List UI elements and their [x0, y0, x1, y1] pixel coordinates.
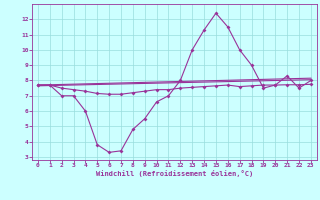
X-axis label: Windchill (Refroidissement éolien,°C): Windchill (Refroidissement éolien,°C) [96, 170, 253, 177]
